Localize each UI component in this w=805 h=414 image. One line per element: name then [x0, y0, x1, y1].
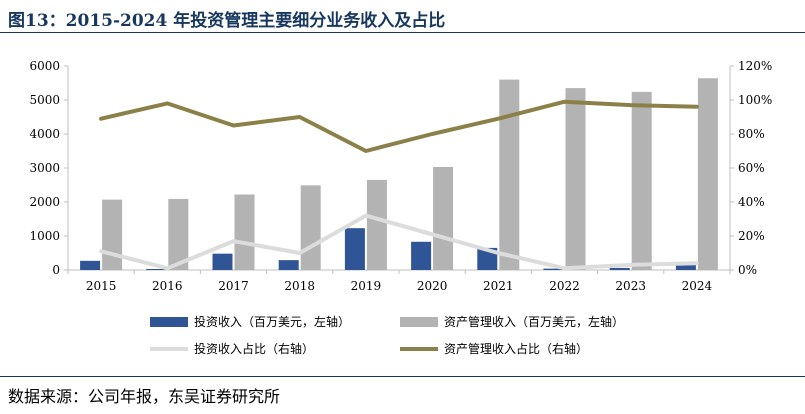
- bar-investment-income: [80, 260, 101, 270]
- bar-asset-management-income: [102, 199, 123, 270]
- figure-title: 图13：2015-2024 年投资管理主要细分业务收入及占比: [8, 11, 446, 31]
- y-right-tick-label: 120%: [738, 59, 772, 73]
- bar-investment-income: [477, 247, 498, 270]
- bar-investment-income: [146, 268, 167, 270]
- bar-investment-income: [411, 241, 432, 270]
- top-rule: [0, 32, 805, 33]
- y-right-tick-label: 20%: [738, 229, 765, 243]
- bar-asset-management-income: [168, 198, 189, 270]
- x-tick-label: 2021: [483, 279, 514, 293]
- y-left-tick-label: 4000: [29, 127, 60, 141]
- x-tick-label: 2019: [351, 279, 382, 293]
- y-left-tick-label: 0: [52, 263, 60, 277]
- bar-asset-management-income: [433, 166, 454, 270]
- y-right-tick-label: 80%: [738, 127, 765, 141]
- bar-investment-income: [344, 228, 365, 270]
- legend-investment-income-share-label: 投资收入占比（右轴）: [194, 341, 314, 356]
- legend-asset-management-income-label: 资产管理收入（百万美元，左轴）: [444, 314, 624, 329]
- x-tick-label: 2020: [417, 279, 448, 293]
- source-note: 数据来源：公司年报，东吴证券研究所: [8, 387, 281, 406]
- x-tick-label: 2016: [152, 279, 183, 293]
- y-left-tick-label: 3000: [29, 161, 60, 175]
- bar-asset-management-income: [300, 185, 321, 270]
- chart-axes: 0 1000 2000 3000 4000 5000 6000 0% 20% 40% 60% 80% 1…: [29, 59, 772, 293]
- legend-asset-management-income-share-label: 资产管理收入占比（右轴）: [444, 341, 588, 356]
- line-asset-management-income-share: [99, 99, 699, 153]
- chart-lines: [99, 99, 699, 271]
- bar-asset-management-income: [234, 194, 255, 270]
- y-right-tick-label: 40%: [738, 195, 765, 209]
- bar-investment-income: [212, 253, 233, 270]
- bar-asset-management-income: [565, 88, 586, 270]
- x-tick-label: 2017: [218, 279, 249, 293]
- y-left-tick-label: 5000: [29, 93, 60, 107]
- bar-investment-income: [609, 267, 630, 270]
- bar-asset-management-income: [366, 179, 387, 270]
- y-right-tick-label: 100%: [738, 93, 772, 107]
- bar-investment-income: [278, 260, 299, 270]
- bar-asset-management-income: [631, 91, 652, 270]
- y-right-tick-label: 60%: [738, 161, 765, 175]
- x-tick-label: 2018: [284, 279, 315, 293]
- legend-asset-management-income-swatch: [400, 317, 438, 327]
- y-left-tick-label: 6000: [29, 59, 60, 73]
- bar-asset-management-income: [499, 79, 520, 270]
- x-tick-label: 2015: [86, 279, 117, 293]
- y-left-tick-label: 2000: [29, 195, 60, 209]
- legend-investment-income-label: 投资收入（百万美元，左轴）: [194, 314, 350, 329]
- line-investment-income-share: [99, 213, 699, 271]
- x-tick-label: 2024: [682, 279, 713, 293]
- x-tick-label: 2023: [615, 279, 646, 293]
- bar-asset-management-income: [697, 78, 718, 271]
- x-tick-label: 2022: [549, 279, 580, 293]
- legend-investment-income-swatch: [150, 317, 188, 327]
- y-left-tick-label: 1000: [29, 229, 60, 243]
- bar-investment-income: [675, 262, 696, 270]
- bar-investment-income: [543, 268, 564, 270]
- y-right-tick-label: 0%: [738, 263, 757, 277]
- bottom-rule: [0, 376, 805, 377]
- chart-legend: 投资收入（百万美元，左轴） 资产管理收入（百万美元，左轴） 投资收入占比（右轴） 资产…: [150, 314, 624, 356]
